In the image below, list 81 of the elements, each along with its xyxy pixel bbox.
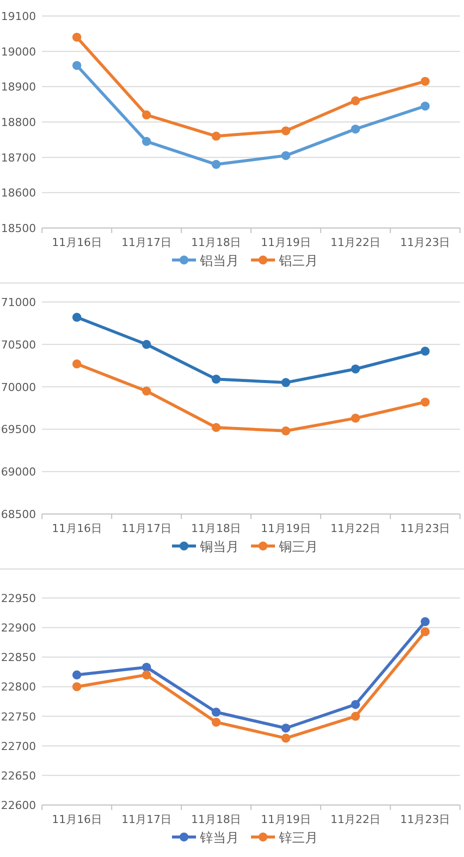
point [142,136,151,146]
point [351,364,360,374]
x-tick-label: 11月18日 [191,813,242,826]
point [281,378,290,388]
point [281,724,290,733]
legend-label: 铝当月 [199,254,239,269]
y-tick-label: 69000 [1,466,36,479]
point [212,374,221,384]
x-tick-label: 11月23日 [400,522,450,535]
legend-label: 铜三月 [278,540,318,555]
legend-label: 铝三月 [278,254,318,269]
y-tick-label: 69500 [1,423,36,436]
point [212,132,221,141]
legend-label: 铜当月 [199,540,239,555]
x-tick-label: 11月17日 [122,522,172,535]
y-tick-label: 22650 [1,769,36,782]
point [420,617,430,626]
y-tick-label: 22600 [1,799,36,812]
point [420,627,430,636]
y-tick-label: 22750 [1,710,36,724]
x-tick-label: 11月22日 [330,236,380,249]
y-tick-label: 22950 [1,592,36,605]
x-tick-label: 11月17日 [122,236,172,249]
y-tick-label: 22850 [1,651,36,664]
y-tick-label: 18500 [1,222,36,235]
y-tick-label: 18900 [1,80,36,94]
point [351,700,360,709]
point [420,398,430,407]
point [142,110,151,120]
x-tick-label: 11月16日 [52,236,102,249]
x-tick-label: 11月18日 [191,236,242,249]
y-tick-label: 70500 [1,338,36,352]
point [212,160,221,169]
y-tick-label: 70000 [1,380,36,394]
point [212,708,221,717]
x-tick-label: 11月18日 [191,522,242,535]
point [351,124,360,134]
point [72,682,82,692]
x-tick-label: 11月16日 [52,813,102,826]
y-tick-label: 68500 [1,508,36,521]
y-tick-label: 18700 [1,151,36,164]
y-tick-label: 18600 [1,186,36,200]
y-tick-label: 22800 [1,680,36,694]
y-tick-label: 71000 [1,296,36,309]
point [281,426,290,436]
point [72,359,82,368]
point [281,734,290,743]
point [142,340,151,349]
y-tick-label: 19100 [1,10,36,23]
point [142,386,151,396]
y-tick-label: 22900 [1,622,36,635]
point [72,32,82,42]
y-tick-label: 19000 [1,45,36,58]
x-tick-label: 11月22日 [330,522,380,535]
point [142,662,151,672]
point [72,670,82,680]
y-tick-label: 18800 [1,116,36,129]
x-tick-label: 11月16日 [52,522,102,535]
y-tick-label: 22700 [1,740,36,753]
point [420,346,430,356]
point [72,60,82,70]
x-tick-label: 11月19日 [260,522,311,535]
x-tick-label: 11月17日 [122,813,172,826]
point [72,312,82,322]
point [351,414,360,423]
point [351,712,360,721]
x-tick-label: 11月23日 [400,236,450,249]
point [351,96,360,106]
x-tick-label: 11月19日 [260,813,311,826]
x-tick-label: 11月22日 [330,813,380,826]
point [212,423,221,432]
point [281,126,290,136]
point [420,102,430,111]
x-tick-label: 11月19日 [260,236,311,249]
point [142,670,151,680]
point [281,151,290,160]
point [212,718,221,727]
x-tick-label: 11月23日 [400,813,450,826]
legend-label: 锌三月 [278,831,318,846]
legend-label: 锌当月 [199,831,239,846]
point [420,76,430,86]
